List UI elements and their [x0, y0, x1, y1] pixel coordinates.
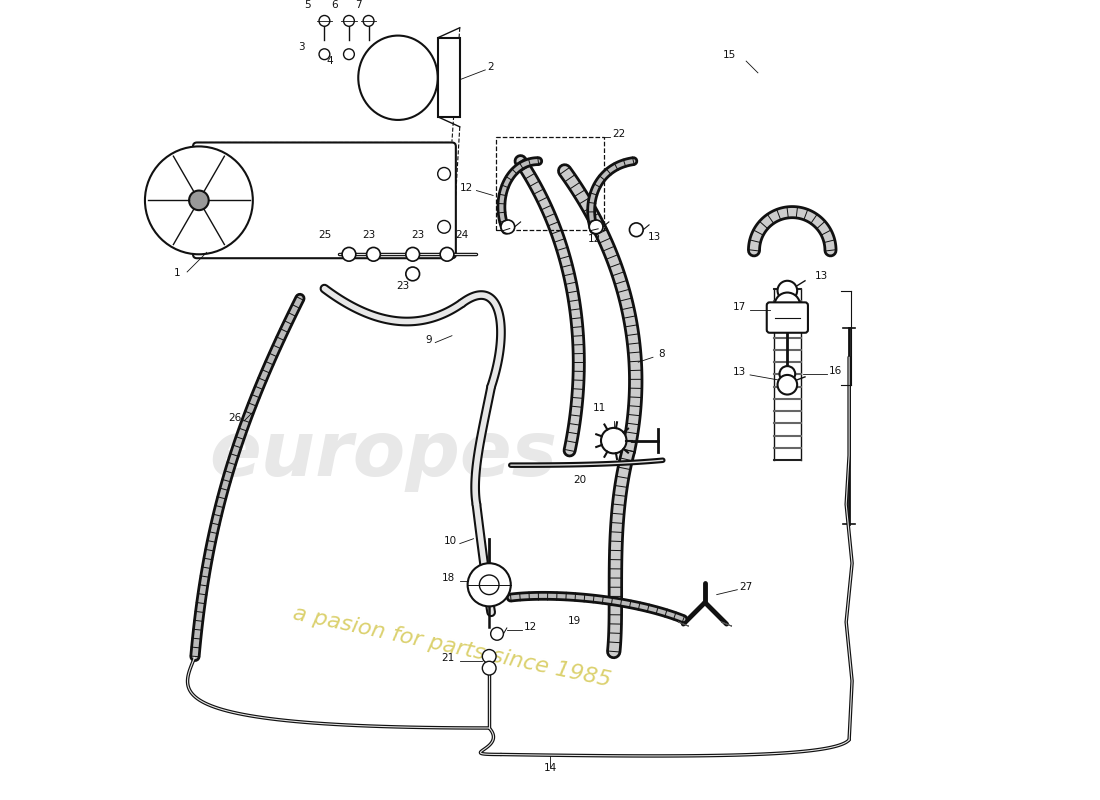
Text: 12: 12	[524, 622, 537, 632]
Text: 13: 13	[815, 271, 828, 281]
Text: 13: 13	[648, 231, 661, 242]
Circle shape	[343, 49, 354, 60]
Circle shape	[480, 575, 499, 594]
Text: 20: 20	[573, 475, 586, 485]
Text: a pasion for parts since 1985: a pasion for parts since 1985	[292, 603, 613, 690]
Text: 19: 19	[568, 616, 581, 626]
Text: 1: 1	[174, 268, 180, 278]
Text: 10: 10	[443, 536, 456, 546]
Text: 6: 6	[331, 0, 338, 10]
Text: 2: 2	[487, 62, 494, 72]
Text: 23: 23	[396, 281, 409, 290]
Circle shape	[780, 366, 795, 382]
Circle shape	[319, 49, 330, 60]
Bar	[496, 137, 604, 230]
Circle shape	[406, 247, 419, 261]
Circle shape	[438, 167, 451, 180]
Text: 25: 25	[318, 230, 331, 240]
Text: 12: 12	[587, 234, 601, 243]
Text: 24: 24	[455, 230, 469, 240]
Circle shape	[189, 190, 209, 210]
Text: 11: 11	[593, 403, 606, 414]
Text: 27: 27	[739, 582, 752, 592]
Text: 12: 12	[460, 182, 473, 193]
Circle shape	[601, 428, 627, 454]
Text: 15: 15	[723, 50, 736, 60]
Circle shape	[343, 15, 354, 26]
Bar	[438, 38, 460, 117]
Circle shape	[778, 281, 798, 300]
Circle shape	[590, 220, 603, 234]
Circle shape	[482, 662, 496, 675]
Text: 9: 9	[426, 334, 432, 345]
Text: 18: 18	[441, 573, 455, 583]
Circle shape	[440, 247, 454, 261]
Circle shape	[774, 293, 800, 318]
Text: 14: 14	[543, 763, 557, 773]
Circle shape	[629, 223, 644, 237]
Text: 13: 13	[733, 367, 746, 377]
Circle shape	[491, 627, 504, 640]
Text: 26: 26	[228, 413, 241, 423]
Circle shape	[363, 15, 374, 26]
Circle shape	[366, 247, 381, 261]
Text: 23: 23	[411, 230, 425, 240]
Text: 17: 17	[733, 302, 746, 312]
Text: europes: europes	[209, 418, 558, 492]
Text: 23: 23	[362, 230, 375, 240]
Circle shape	[145, 146, 253, 254]
Circle shape	[319, 15, 330, 26]
Text: 22: 22	[612, 129, 625, 138]
Text: 8: 8	[658, 350, 664, 359]
Circle shape	[500, 220, 515, 234]
FancyBboxPatch shape	[192, 142, 455, 258]
Text: 4: 4	[326, 56, 332, 66]
Circle shape	[438, 221, 451, 234]
Text: 21: 21	[441, 654, 455, 663]
Circle shape	[406, 267, 419, 281]
Text: 3: 3	[298, 42, 305, 52]
Circle shape	[468, 563, 510, 606]
Text: 16: 16	[828, 366, 842, 377]
FancyBboxPatch shape	[767, 302, 807, 333]
Circle shape	[778, 375, 798, 394]
Text: 5: 5	[305, 0, 311, 10]
Text: 7: 7	[355, 0, 362, 10]
Circle shape	[342, 247, 355, 261]
Circle shape	[482, 650, 496, 663]
